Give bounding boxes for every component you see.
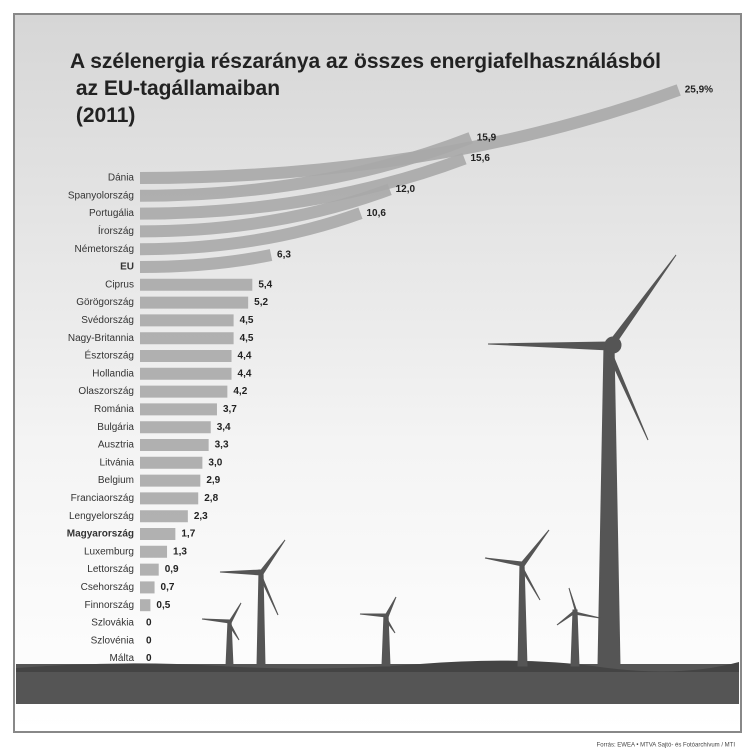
value-label: 15,6	[470, 153, 490, 164]
category-label: Finnország	[85, 600, 134, 611]
value-label: 4,4	[238, 368, 252, 379]
category-label: Szlovénia	[91, 635, 135, 646]
value-label: 15,9	[477, 132, 497, 143]
category-label: Dánia	[108, 173, 135, 184]
category-label: Lengyelország	[69, 511, 134, 522]
value-label: 2,3	[194, 511, 208, 522]
value-label: 2,9	[206, 475, 220, 486]
category-label: Spanyolország	[68, 190, 134, 201]
category-label: Szlovákia	[91, 618, 134, 629]
value-label: 3,0	[208, 457, 222, 468]
value-label: 3,3	[215, 440, 229, 451]
value-label: 4,5	[240, 333, 254, 344]
category-label: Németország	[75, 244, 134, 255]
value-label: 5,2	[254, 297, 268, 308]
bar	[139, 207, 363, 256]
value-label: 12,0	[396, 184, 416, 195]
value-label: 0,9	[165, 564, 179, 575]
category-label: Ausztria	[98, 440, 135, 451]
category-label: Belgium	[98, 475, 134, 486]
value-label: 1,3	[173, 546, 187, 557]
category-label: Litvánia	[100, 457, 135, 468]
category-label: Olaszország	[78, 386, 134, 397]
category-label: Málta	[110, 653, 135, 664]
value-label: 0,7	[161, 582, 175, 593]
value-label: 4,5	[240, 315, 254, 326]
category-label: Portugália	[89, 208, 134, 219]
category-label: Hollandia	[92, 368, 134, 379]
value-label: 4,2	[233, 386, 247, 397]
category-label: Görögország	[76, 297, 134, 308]
category-label: Luxemburg	[84, 546, 134, 557]
value-label: 3,7	[223, 404, 237, 415]
category-label: Észtország	[85, 349, 134, 362]
category-label: Csehország	[81, 582, 134, 593]
category-label: Magyarország	[67, 529, 134, 540]
bar	[139, 132, 473, 202]
value-label: 3,4	[217, 422, 231, 433]
source: Forrás: EWEA • MTVA Sajtó- és Fotóarchív…	[597, 743, 736, 749]
value-label: 10,6	[366, 208, 386, 219]
category-label: Bulgária	[97, 422, 134, 433]
value-label: 0	[146, 618, 152, 629]
value-label: 1,7	[181, 529, 195, 540]
chart-title: A szélenergia részaránya az összes energ…	[70, 50, 661, 127]
value-label: 0	[146, 653, 152, 664]
value-label: 5,4	[258, 279, 272, 290]
bar	[139, 152, 467, 220]
value-label: 6,3	[277, 250, 291, 261]
turbines	[201, 254, 677, 667]
horizon	[16, 660, 739, 672]
value-label: 4,4	[238, 351, 252, 362]
category-label: Nagy-Britannia	[68, 333, 135, 344]
category-label: Románia	[94, 404, 134, 415]
value-label: 2,8	[204, 493, 218, 504]
value-label: 25,9%	[685, 85, 713, 96]
category-label: Franciaország	[71, 493, 134, 504]
category-label: Svédország	[81, 315, 134, 326]
category-label: Írország	[98, 224, 134, 237]
value-label: 0	[146, 635, 152, 646]
bar	[139, 183, 392, 238]
bar	[139, 249, 273, 273]
value-label: 0,5	[156, 600, 170, 611]
category-label: Ciprus	[105, 279, 134, 290]
category-label: Lettország	[87, 564, 134, 575]
category-label: EU	[120, 262, 134, 273]
